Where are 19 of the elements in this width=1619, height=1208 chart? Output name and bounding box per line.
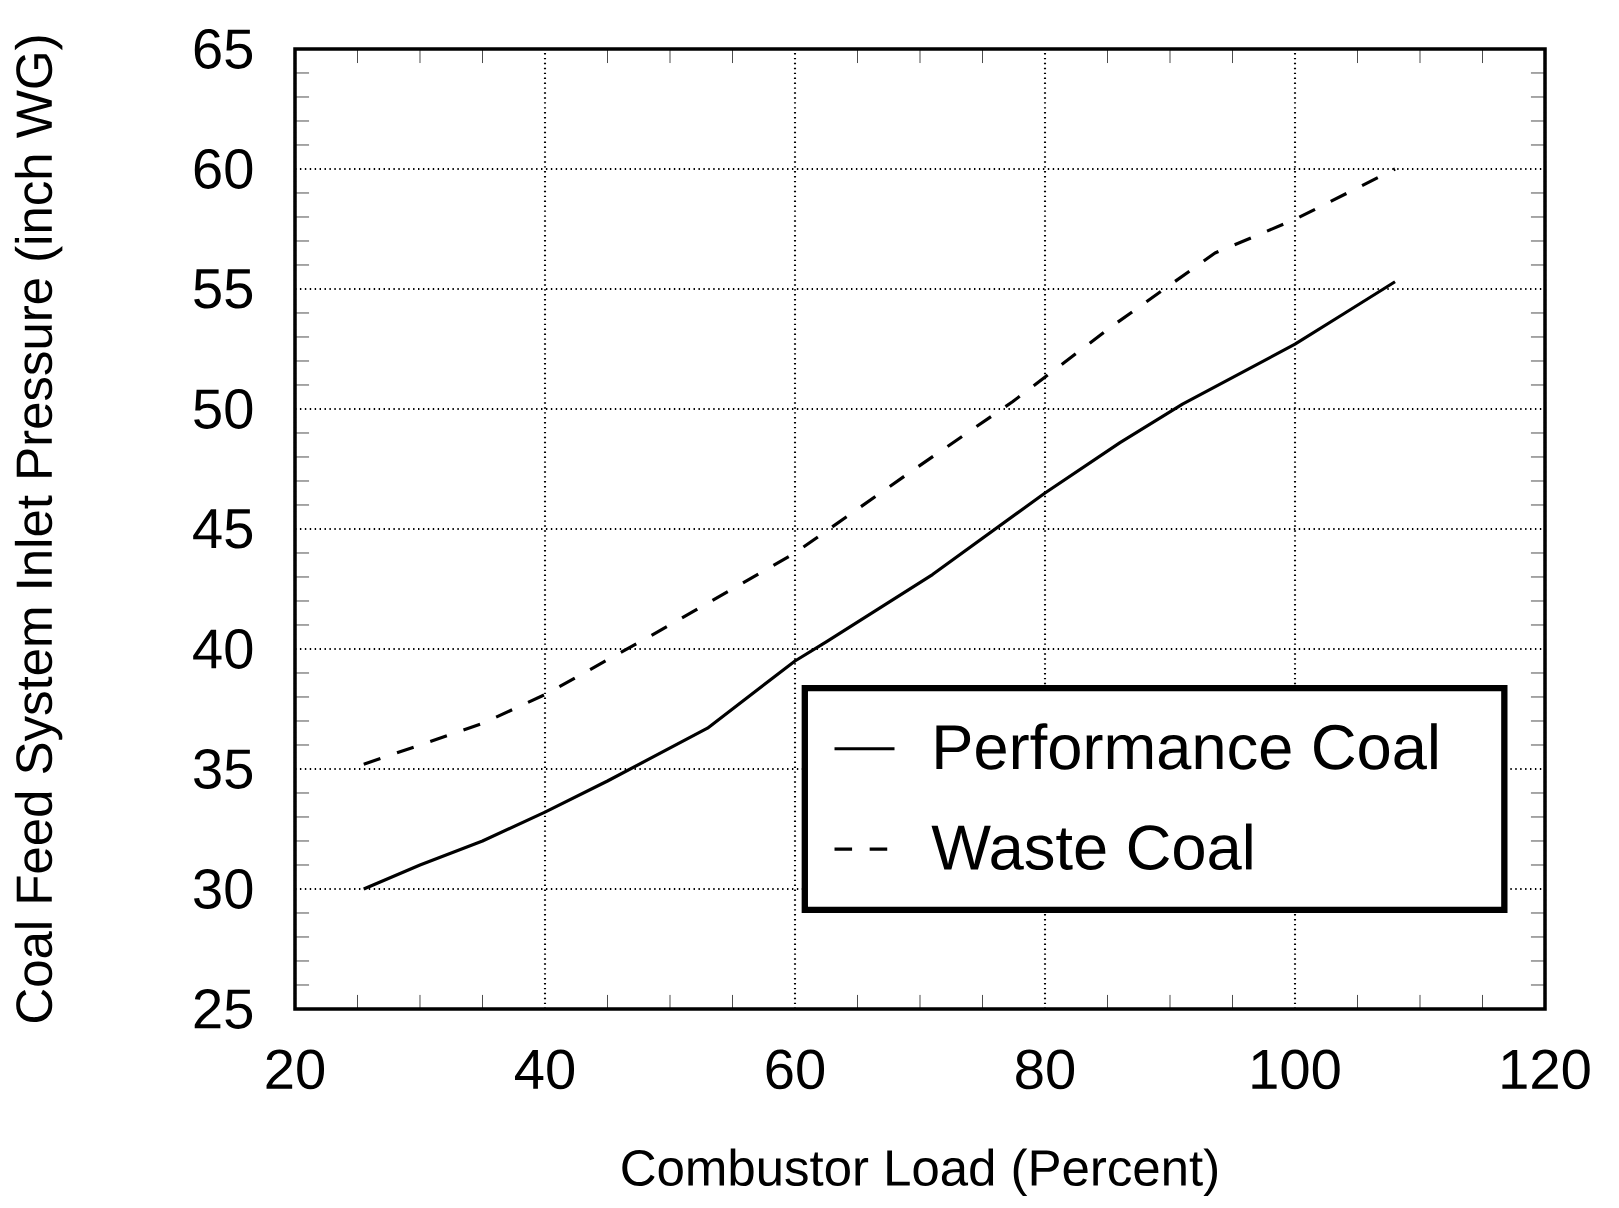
y-tick-label: 35 (194, 749, 253, 789)
legend-label: Waste Coal (931, 823, 1252, 871)
y-tick-label: 30 (194, 869, 253, 909)
y-axis-title: Coal Feed System Inlet Pressure (inch WG) (14, 36, 63, 1023)
x-tick-label: 120 (1502, 1049, 1590, 1090)
x-tick-label: 60 (766, 1049, 825, 1090)
x-tick-label: 80 (1016, 1049, 1075, 1090)
y-tick-label: 45 (193, 509, 253, 549)
legend-label: Performance Coal (936, 723, 1437, 770)
y-tick-label: 50 (194, 389, 253, 429)
y-tick-label: 25 (194, 989, 253, 1029)
y-tick-label: 40 (193, 629, 253, 669)
x-axis-title: Combustor Load (Percent) (622, 1148, 1217, 1197)
y-tick-label: 60 (194, 149, 253, 189)
x-tick-label: 40 (515, 1049, 575, 1090)
x-tick-label: 100 (1252, 1049, 1340, 1090)
y-tick-label: 65 (194, 29, 253, 69)
y-tick-label: 55 (194, 269, 253, 309)
x-tick-label: 20 (266, 1049, 325, 1090)
